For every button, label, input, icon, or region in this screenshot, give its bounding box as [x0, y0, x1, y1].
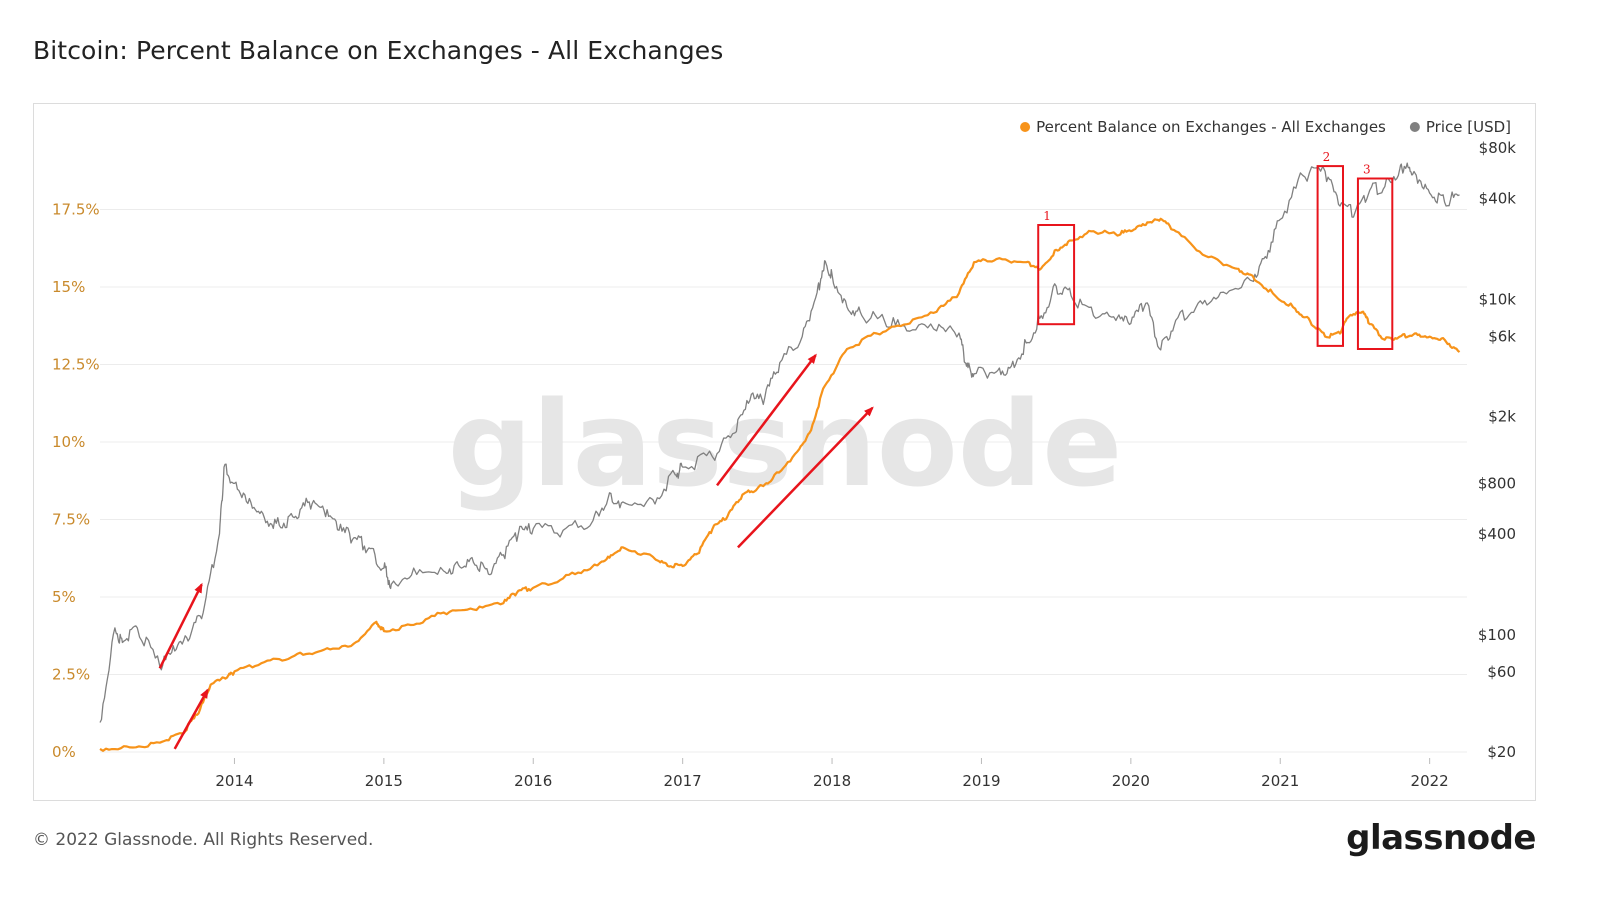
annotations: 1 2 3 — [158, 150, 1394, 750]
gridlines — [100, 209, 1467, 753]
legend-label: Percent Balance on Exchanges - All Excha… — [1036, 118, 1386, 136]
x-tick-label: 2017 — [664, 772, 702, 790]
y-left-tick-label: 15% — [52, 278, 85, 296]
y-right-tick-label: $60 — [1487, 663, 1516, 681]
price-line — [99, 162, 1460, 723]
copyright-text: © 2022 Glassnode. All Rights Reserved. — [33, 830, 374, 850]
y-left-tick-label: 10% — [52, 433, 85, 451]
annotation-box-label: 2 — [1323, 150, 1331, 164]
y-right-tick-label: $40k — [1479, 189, 1517, 207]
y-right-tick-label: $400 — [1478, 525, 1516, 543]
series-lines — [99, 162, 1461, 752]
y-right-tick-label: $2k — [1488, 408, 1516, 426]
annotation-box-label: 1 — [1043, 209, 1051, 223]
y-left-tick-label: 5% — [52, 588, 76, 606]
legend-label: Price [USD] — [1426, 118, 1511, 136]
x-tick-label: 2016 — [514, 772, 552, 790]
legend-dot — [1020, 122, 1031, 132]
legend-dot — [1409, 122, 1420, 132]
x-tick-label: 2019 — [962, 772, 1000, 790]
annotation-box — [1316, 165, 1344, 347]
x-axis: 2014 2015 2016 2017 2018 2019 2020 2021 2022 — [215, 758, 1449, 790]
y-left-tick-label: 0% — [52, 743, 76, 761]
x-tick-label: 2022 — [1411, 772, 1449, 790]
y-left-tick-label: 17.5% — [52, 201, 100, 219]
y-left-tick-label: 7.5% — [52, 511, 90, 529]
y-left-tick-label: 2.5% — [52, 666, 90, 684]
x-tick-label: 2015 — [365, 772, 403, 790]
x-tick-label: 2014 — [215, 772, 253, 790]
y-axis-right: $20 $60 $100 $400 $800 $2k $6k $10k $40k $80k — [1478, 139, 1516, 761]
y-right-tick-label: $10k — [1479, 290, 1517, 308]
annotation-arrow — [737, 406, 874, 549]
y-axis-left: 0% 2.5% 5% 7.5% 10% 12.5% 15% 17.5% — [52, 201, 100, 762]
y-right-tick-label: $800 — [1478, 474, 1516, 492]
y-right-tick-label: $100 — [1478, 626, 1516, 644]
balance-line — [99, 217, 1461, 752]
x-tick-label: 2021 — [1261, 772, 1299, 790]
y-right-tick-label: $80k — [1479, 139, 1517, 157]
annotation-arrow — [716, 353, 817, 487]
y-right-tick-label: $20 — [1487, 743, 1516, 761]
annotation-arrow — [173, 688, 209, 750]
chart-title: Bitcoin: Percent Balance on Exchanges - … — [33, 36, 724, 65]
chart-frame — [33, 103, 1536, 801]
x-tick-label: 2018 — [813, 772, 851, 790]
watermark: glassnode — [448, 375, 1123, 513]
y-right-tick-label: $6k — [1488, 328, 1516, 346]
y-left-tick-label: 12.5% — [52, 356, 100, 374]
annotation-box-label: 3 — [1363, 163, 1371, 177]
annotation-arrow — [158, 582, 203, 669]
annotation-box — [1356, 177, 1394, 350]
x-tick-label: 2020 — [1112, 772, 1150, 790]
annotation-box — [1037, 224, 1076, 326]
legend: Price [USD] Percent Balance on Exchanges … — [1020, 118, 1511, 136]
glassnode-logo: glassnode — [1346, 818, 1536, 858]
